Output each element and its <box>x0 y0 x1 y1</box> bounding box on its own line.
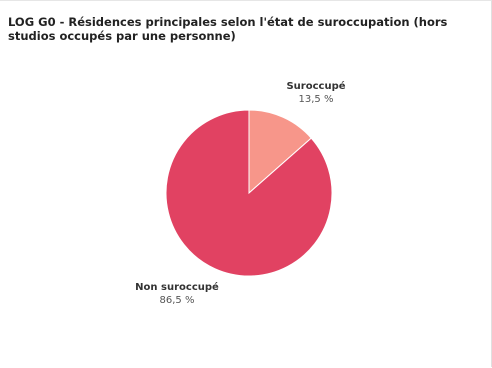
slice-value-suroccupe: 13,5 % <box>299 94 334 105</box>
slice-name-non-suroccupe: Non suroccupé <box>135 281 219 293</box>
slice-value-non-suroccupe: 86,5 % <box>160 295 195 306</box>
slice-name-suroccupe: Suroccupé <box>286 80 345 92</box>
pie-slices <box>165 109 333 277</box>
pie-slice-suroccupe <box>248 109 312 195</box>
pie-slice-non-suroccupe <box>165 109 333 277</box>
slice-label-non-suroccupe: Non suroccupé 86,5 % <box>135 281 219 306</box>
slice-label-suroccupe: Suroccupé 13,5 % <box>286 80 345 105</box>
chart-title: LOG G0 - Résidences principales selon l'… <box>8 15 448 43</box>
